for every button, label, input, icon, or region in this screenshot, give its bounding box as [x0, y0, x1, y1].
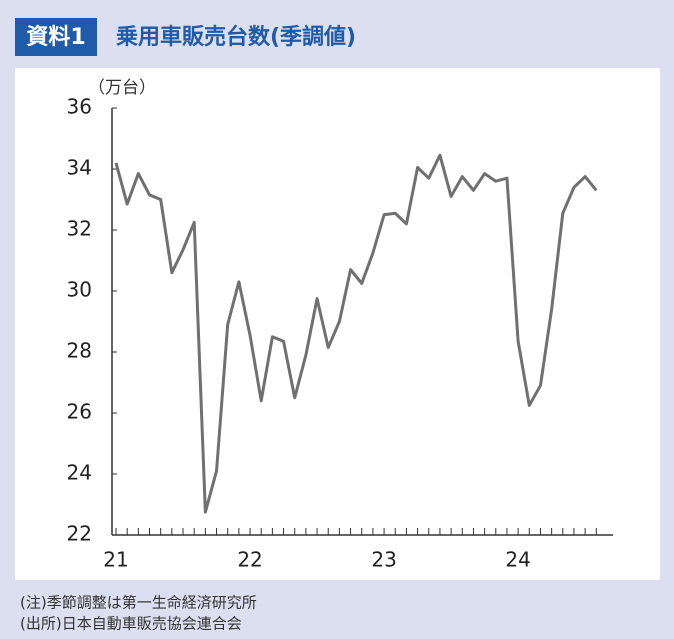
- y-tick-label: 28: [67, 339, 92, 363]
- y-tick-label: 22: [67, 522, 92, 546]
- y-tick-label: 24: [67, 461, 92, 485]
- data-line: [114, 153, 598, 514]
- badge-box: [15, 18, 97, 56]
- y-tick-label: 32: [67, 217, 92, 241]
- y-tick-label: 36: [67, 95, 92, 119]
- x-tick-label: 22: [237, 548, 262, 572]
- note: (注)季節調整は第一生命経済研究所: [20, 594, 257, 612]
- note: (出所)日本自動車販売協会連合会: [20, 615, 242, 633]
- x-tick-label: 21: [103, 548, 128, 572]
- y-tick-label: 26: [67, 400, 92, 424]
- x-tick-label: 24: [505, 548, 530, 572]
- chart-title: 乗用車販売台数(季調値): [116, 24, 356, 50]
- badge: 資料1: [26, 24, 85, 50]
- y-tick-label: 34: [67, 156, 92, 180]
- x-tick-label: 23: [371, 548, 396, 572]
- y-tick-label: 30: [67, 278, 92, 302]
- y-axis-label: （万台）: [88, 78, 156, 98]
